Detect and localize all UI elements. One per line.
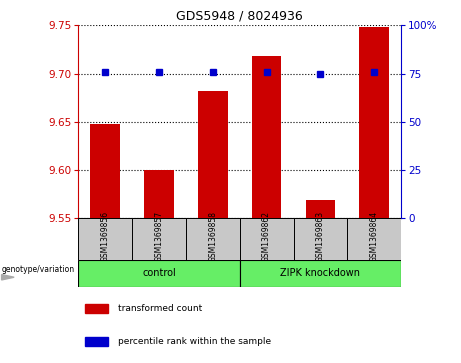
Title: GDS5948 / 8024936: GDS5948 / 8024936	[177, 10, 303, 23]
Bar	[186, 218, 240, 260]
Text: transformed count: transformed count	[118, 303, 202, 313]
Text: GSM1369856: GSM1369856	[101, 211, 110, 262]
Text: ZIPK knockdown: ZIPK knockdown	[280, 268, 361, 278]
Bar	[240, 260, 401, 287]
Text: genotype/variation: genotype/variation	[1, 265, 75, 274]
Text: GSM1369864: GSM1369864	[370, 211, 378, 262]
Bar	[85, 337, 108, 346]
Bar	[90, 123, 120, 218]
Text: percentile rank within the sample: percentile rank within the sample	[118, 337, 271, 346]
Bar	[78, 260, 240, 287]
Bar	[240, 218, 294, 260]
Bar	[347, 218, 401, 260]
Bar	[252, 56, 281, 218]
Bar	[294, 218, 347, 260]
Bar	[132, 218, 186, 260]
Bar	[144, 170, 174, 218]
Text: control: control	[142, 268, 176, 278]
Text: GSM1369857: GSM1369857	[154, 211, 164, 262]
Bar	[360, 27, 389, 218]
Text: GSM1369863: GSM1369863	[316, 211, 325, 262]
Text: GSM1369862: GSM1369862	[262, 211, 271, 262]
Bar	[306, 200, 335, 218]
Bar	[78, 218, 132, 260]
Bar	[198, 91, 228, 218]
Bar	[85, 303, 108, 313]
Text: GSM1369858: GSM1369858	[208, 211, 217, 262]
Polygon shape	[1, 274, 14, 280]
